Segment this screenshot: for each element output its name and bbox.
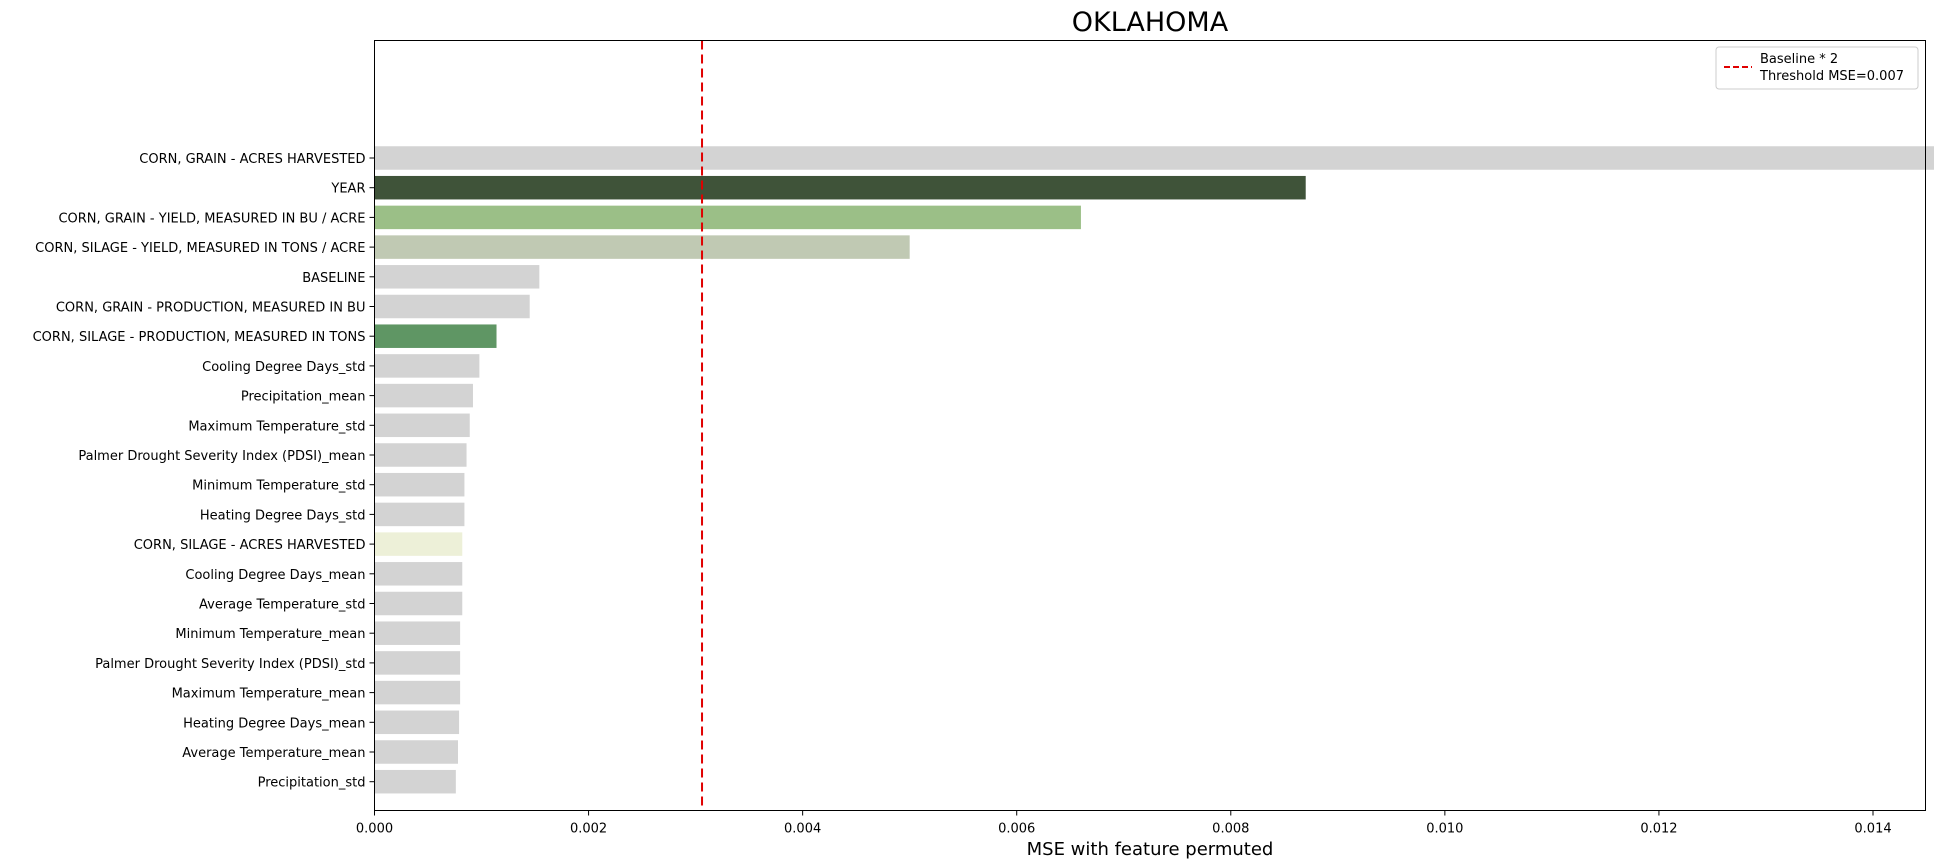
y-tick-label: Maximum Temperature_mean xyxy=(172,687,366,702)
y-tick-label: Minimum Temperature_std xyxy=(192,479,365,494)
x-tick-label: 0.004 xyxy=(784,822,821,837)
x-tick-label: 0.000 xyxy=(356,822,393,837)
y-tick-label: CORN, SILAGE - PRODUCTION, MEASURED IN T… xyxy=(33,330,366,345)
y-tick-label: Precipitation_mean xyxy=(241,390,366,405)
y-tick-label: Maximum Temperature_std xyxy=(188,419,365,434)
bar-average-temperature-std xyxy=(374,591,463,616)
y-tick-label: Precipitation_std xyxy=(258,776,366,791)
y-tick-label: Palmer Drought Severity Index (PDSI)_std xyxy=(95,657,365,672)
y-tick-label: Cooling Degree Days_std xyxy=(202,360,365,375)
bar-heating-degree-days-std xyxy=(374,502,465,527)
bar-corn-silage-yield-measured-in-tons-acre xyxy=(374,235,910,259)
chart-title: OKLAHOMA xyxy=(1072,7,1229,38)
x-tick-label: 0.008 xyxy=(1212,822,1249,837)
bar-cooling-degree-days-std xyxy=(374,354,480,378)
bar-corn-silage-production-measured-in-tons xyxy=(374,324,497,348)
bar-average-temperature-mean xyxy=(374,740,458,764)
bars-group xyxy=(374,146,1934,794)
legend: Baseline * 2 Threshold MSE=0.007 xyxy=(1715,46,1919,90)
bar-baseline xyxy=(374,265,540,289)
y-tick-label: Average Temperature_mean xyxy=(182,746,365,761)
y-tick-label: CORN, GRAIN - YIELD, MEASURED IN BU / AC… xyxy=(58,211,365,226)
x-axis-label: MSE with feature permuted xyxy=(1027,839,1274,860)
x-ticks: 0.000 0.002 0.004 0.006 0.008 0.010 0.012 0.014 xyxy=(356,810,1892,837)
y-tick-label: Palmer Drought Severity Index (PDSI)_mea… xyxy=(78,449,365,464)
y-tick-label: CORN, GRAIN - PRODUCTION, MEASURED IN BU xyxy=(56,301,366,316)
y-tick-label: CORN, SILAGE - ACRES HARVESTED xyxy=(134,538,366,553)
x-tick-label: 0.002 xyxy=(570,822,607,837)
y-tick-label: CORN, SILAGE - YIELD, MEASURED IN TONS /… xyxy=(35,241,365,256)
y-tick-label: BASELINE xyxy=(302,271,365,286)
bar-maximum-temperature-mean xyxy=(374,680,461,705)
bar-precipitation-mean xyxy=(374,383,473,408)
y-tick-label: Cooling Degree Days_mean xyxy=(185,568,365,583)
legend-label-line2: Threshold MSE=0.007 xyxy=(1759,69,1904,84)
y-tick-label: YEAR xyxy=(330,182,365,197)
y-tick-labels: CORN, GRAIN - ACRES HARVESTED YEAR CORN, G… xyxy=(33,152,375,791)
y-tick-label: Heating Degree Days_mean xyxy=(183,716,365,731)
bar-precipitation-std xyxy=(374,769,456,794)
bar-palmer-drought-severity-index-pdsi-mean xyxy=(374,443,467,467)
legend-label-line1: Baseline * 2 xyxy=(1760,52,1838,67)
y-tick-label: Minimum Temperature_mean xyxy=(175,627,365,642)
x-tick-label: 0.006 xyxy=(998,822,1035,837)
bar-corn-silage-acres-harvested xyxy=(374,532,463,556)
bar-minimum-temperature-mean xyxy=(374,621,461,645)
bar-corn-grain-yield-measured-in-bu-acre xyxy=(374,205,1081,230)
bar-corn-grain-acres-harvested xyxy=(374,146,1934,170)
plot-frame xyxy=(374,40,1926,811)
bar-cooling-degree-days-mean xyxy=(374,562,463,586)
bar-corn-grain-production-measured-in-bu xyxy=(374,294,530,319)
bar-maximum-temperature-std xyxy=(374,413,470,438)
y-tick-label: Average Temperature_std xyxy=(199,598,366,613)
x-tick-label: 0.012 xyxy=(1640,822,1677,837)
legend-box xyxy=(1715,46,1919,90)
bar-minimum-temperature-std xyxy=(374,472,465,497)
y-tick-label: Heating Degree Days_std xyxy=(200,508,366,523)
x-tick-label: 0.014 xyxy=(1854,822,1891,837)
bar-year xyxy=(374,175,1306,200)
x-tick-label: 0.010 xyxy=(1426,822,1463,837)
bar-palmer-drought-severity-index-pdsi-std xyxy=(374,651,461,675)
y-tick-label: CORN, GRAIN - ACRES HARVESTED xyxy=(139,152,365,167)
bar-heating-degree-days-mean xyxy=(374,710,460,735)
